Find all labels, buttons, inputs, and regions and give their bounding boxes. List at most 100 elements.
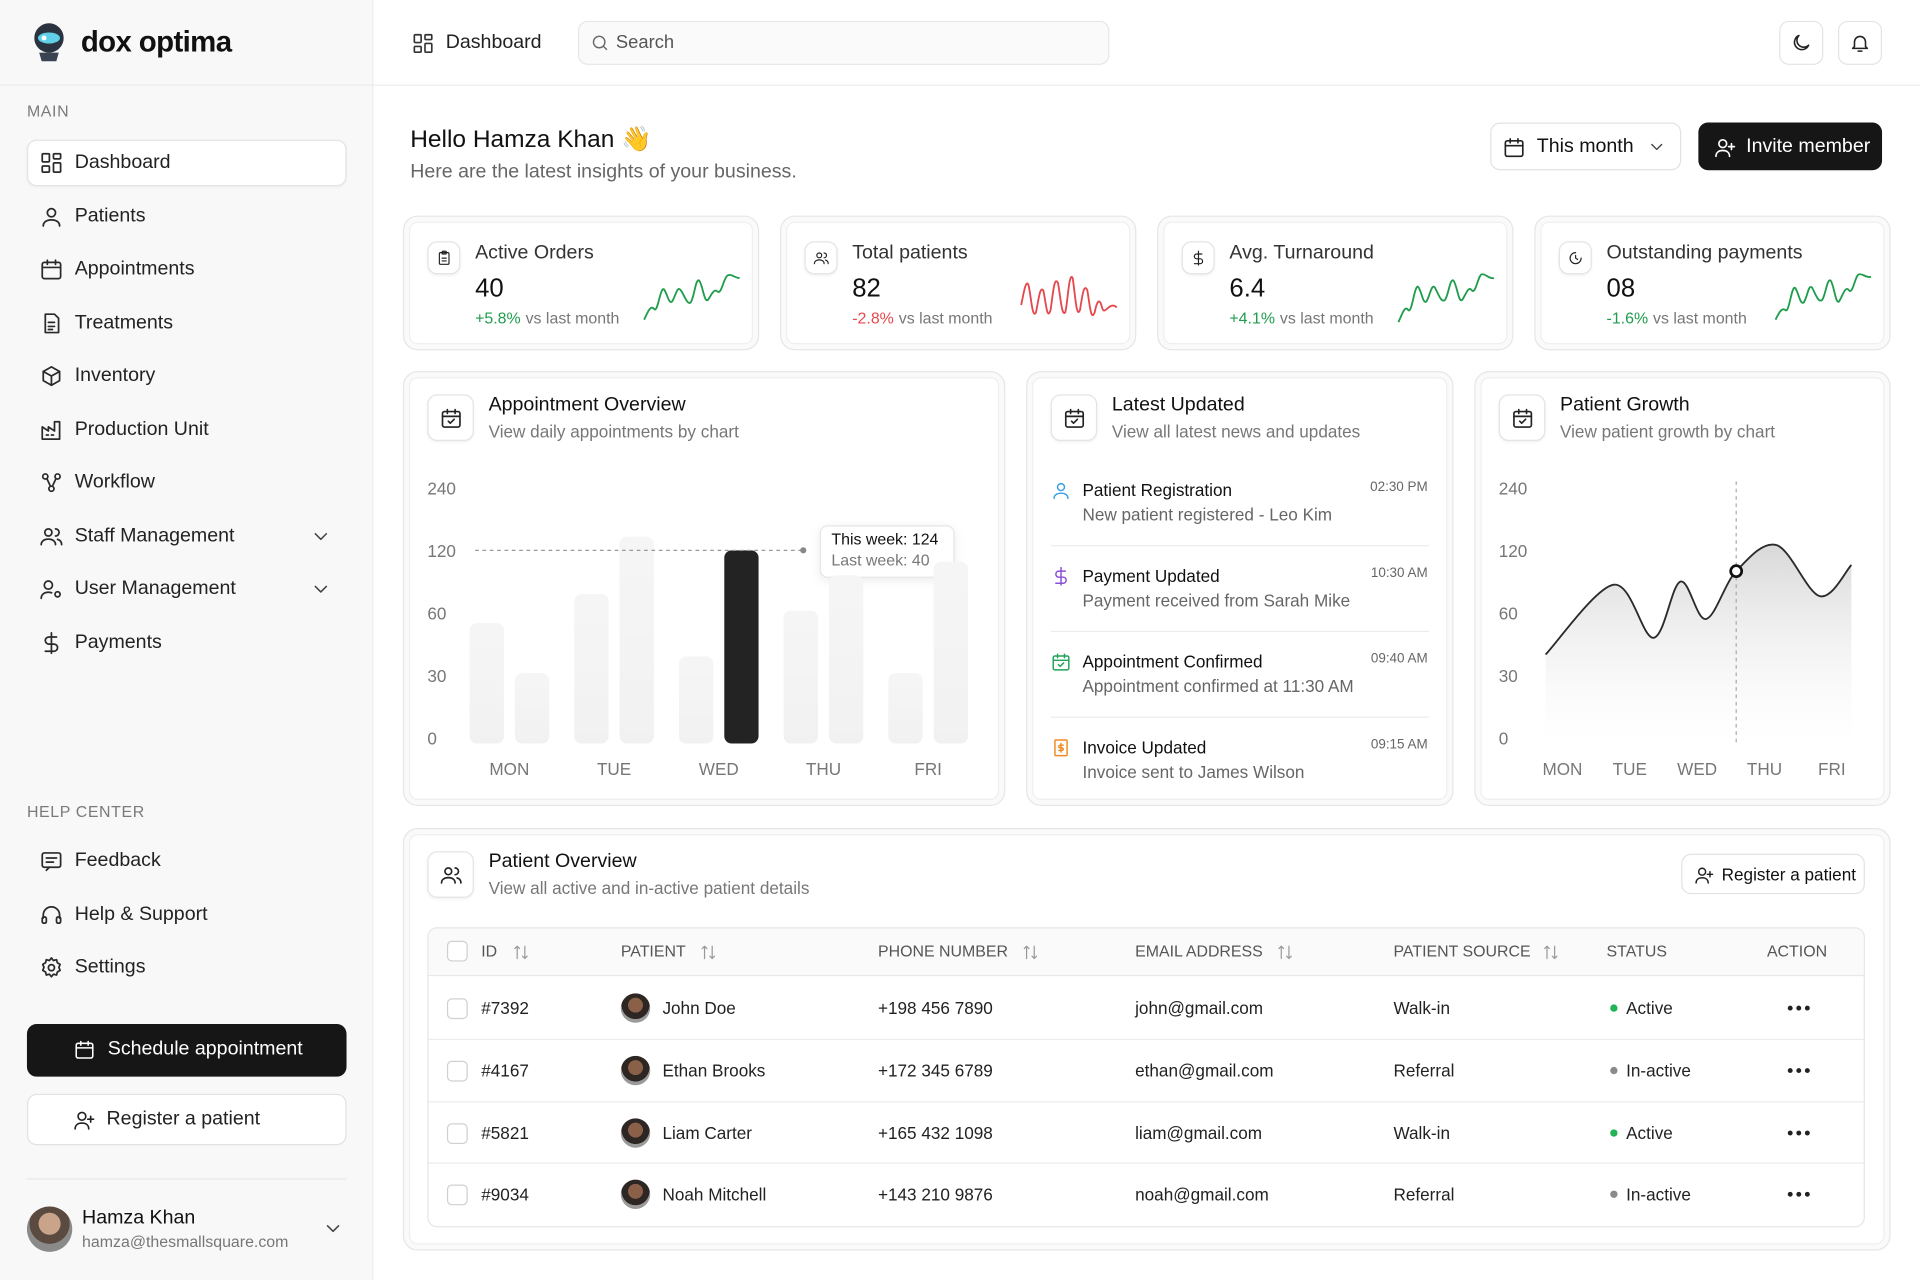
cell-source: Referral <box>1393 1060 1455 1081</box>
dollar-icon <box>44 631 59 654</box>
cell-email: liam@gmail.com <box>1135 1123 1263 1143</box>
nav-item: Settings <box>74 956 146 978</box>
column-header: PHONE NUMBER <box>877 941 1008 961</box>
action-dot[interactable] <box>1796 1191 1802 1197</box>
sparkline <box>1774 273 1872 321</box>
patient-avatar <box>620 1179 651 1209</box>
file-icon <box>44 312 60 333</box>
action-dot[interactable] <box>1804 1130 1810 1136</box>
action-dot[interactable] <box>1787 1068 1793 1074</box>
card-subtitle: View all active and in-active patient de… <box>488 878 810 898</box>
row-divider <box>428 1162 1864 1164</box>
sparkline <box>1020 276 1118 317</box>
cell-status: Active <box>1626 1123 1673 1143</box>
stat-note: vs last month <box>1653 308 1747 328</box>
calcheck-icon <box>1051 652 1069 670</box>
action-dot[interactable] <box>1787 1130 1793 1136</box>
nav-item: Appointments <box>74 258 195 280</box>
update-description: Invoice sent to James Wilson <box>1082 761 1305 782</box>
cell-phone: +165 432 1098 <box>877 1123 993 1143</box>
button-label: Invite member <box>1746 135 1871 157</box>
action-dot[interactable] <box>1804 1005 1810 1011</box>
stat-label: Avg. Turnaround <box>1229 242 1374 264</box>
checkbox[interactable] <box>446 1184 468 1206</box>
cell-patient: Ethan Brooks <box>662 1060 766 1081</box>
action-dot[interactable] <box>1787 1191 1793 1197</box>
column-header: STATUS <box>1606 941 1667 961</box>
sort-icon <box>1543 945 1557 959</box>
cell-phone: +143 210 9876 <box>877 1184 993 1205</box>
column-header: ID <box>481 941 498 961</box>
action-dot[interactable] <box>1796 1068 1802 1074</box>
divider <box>1050 545 1429 547</box>
action-dot[interactable] <box>1796 1005 1802 1011</box>
search-icon <box>592 35 608 51</box>
cell-patient: Liam Carter <box>662 1123 753 1143</box>
update-description: New patient registered - Leo Kim <box>1082 504 1333 525</box>
update-title: Appointment Confirmed <box>1082 651 1263 672</box>
receipt-icon <box>1053 738 1068 756</box>
headset-icon <box>41 905 62 924</box>
update-time: 09:15 AM <box>1370 737 1428 753</box>
nav-active[interactable] <box>26 139 347 187</box>
divider <box>0 84 374 86</box>
nav-item: Help & Support <box>74 903 208 925</box>
checkbox[interactable] <box>446 998 468 1020</box>
nav-item: Feedback <box>74 850 161 871</box>
nav-item: Patients <box>74 205 146 226</box>
topbar-divider <box>373 84 1920 86</box>
status-dot <box>1610 1066 1618 1075</box>
stat-note: vs last month <box>898 308 993 328</box>
checkbox[interactable] <box>446 940 468 962</box>
action-dot[interactable] <box>1796 1130 1802 1136</box>
schedule-button[interactable] <box>26 1024 347 1077</box>
user-email: hamza@thesmallsquare.com <box>82 1232 289 1251</box>
cell-source: Walk-in <box>1393 1123 1450 1143</box>
cell-patient: John Doe <box>662 998 736 1018</box>
cell-source: Referral <box>1393 1184 1455 1205</box>
cell-id: #4167 <box>481 1060 529 1081</box>
button-label: Schedule appointment <box>107 1038 303 1060</box>
nav-item: Workflow <box>74 471 155 493</box>
search-box[interactable] <box>577 20 1110 65</box>
nav-item: Dashboard <box>74 151 171 173</box>
checkbox[interactable] <box>446 1123 468 1145</box>
grid-icon <box>412 33 432 53</box>
message-icon <box>41 852 62 872</box>
divider <box>1050 716 1429 718</box>
cell-id: #7392 <box>481 998 529 1018</box>
calendar-icon <box>1503 137 1524 157</box>
calendar-icon <box>41 259 62 280</box>
cell-source: Walk-in <box>1393 998 1450 1018</box>
sort-icon <box>513 945 528 959</box>
icon-button[interactable] <box>1837 20 1883 65</box>
action-dot[interactable] <box>1804 1068 1810 1074</box>
userplus-icon <box>1714 138 1735 157</box>
stat-label: Outstanding payments <box>1606 242 1803 264</box>
section-label: MAIN <box>26 101 70 121</box>
card-subtitle: View all latest news and updates <box>1111 421 1361 441</box>
nav-item: Inventory <box>74 365 156 386</box>
breadcrumb: Dashboard <box>445 31 542 53</box>
nav-item: User Management <box>74 578 236 599</box>
checkbox[interactable] <box>446 1060 468 1082</box>
card-title: Patient Growth <box>1560 394 1690 416</box>
clock-icon <box>1569 251 1582 264</box>
search-placeholder: Search <box>615 31 675 53</box>
icon-button[interactable] <box>1779 20 1824 65</box>
icon-box <box>1498 394 1546 441</box>
stat-value: 40 <box>475 274 504 303</box>
user-name: Hamza Khan <box>82 1207 196 1229</box>
userplus-icon <box>1694 866 1713 884</box>
dollar-icon <box>1054 566 1067 586</box>
update-time: 02:30 PM <box>1370 480 1428 495</box>
button-label: Register a patient <box>106 1108 261 1130</box>
cell-status: Active <box>1626 998 1673 1018</box>
cell-email: ethan@gmail.com <box>1135 1060 1274 1081</box>
dollar-icon <box>1193 250 1203 266</box>
column-header: PATIENT SOURCE <box>1393 941 1531 961</box>
update-description: Appointment confirmed at 11:30 AM <box>1082 676 1354 696</box>
action-dot[interactable] <box>1804 1191 1810 1197</box>
chevron-icon <box>314 532 328 540</box>
action-dot[interactable] <box>1787 1005 1793 1011</box>
